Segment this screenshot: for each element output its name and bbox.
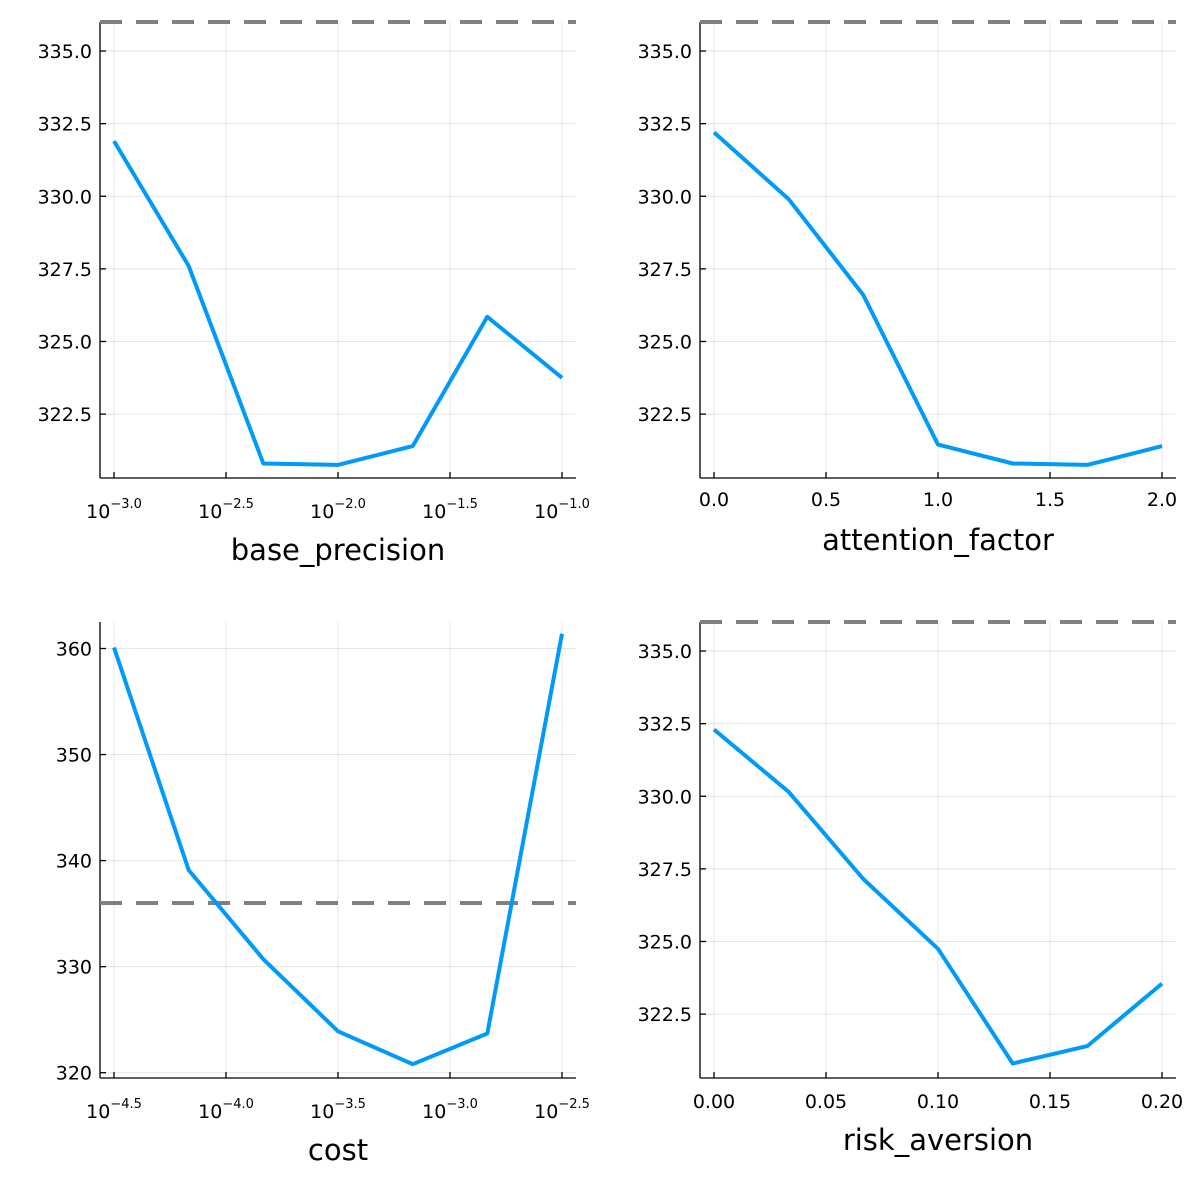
y-tick-label: 330.0 [638, 186, 692, 208]
x-tick-label: 0.00 [693, 1091, 735, 1113]
x-tick-label: 10−3.0 [422, 1097, 478, 1123]
x-tick-label: 0.15 [1029, 1091, 1071, 1113]
x-tick-label: 0.20 [1141, 1091, 1183, 1113]
x-tick-label: 10−4.0 [198, 1097, 254, 1123]
x-tick-label: 10−4.5 [86, 1097, 142, 1123]
x-tick-label: 10−2.5 [534, 1097, 590, 1123]
series-line [112, 633, 564, 1067]
x-tick-label: 0.5 [811, 489, 841, 511]
x-tick-label: 0.10 [917, 1091, 959, 1113]
x-tick-label: 10−2.5 [198, 497, 254, 523]
x-tick-label: 1.5 [1035, 489, 1065, 511]
subplot-4: 322.5 325.0 327.5 330.0 332.5 335.0 0.00 0.05 0.… [638, 620, 1183, 1157]
y-tick-label: 327.5 [638, 859, 692, 881]
y-tick-label: 340 [56, 851, 92, 873]
y-tick-label: 322.5 [638, 1004, 692, 1026]
y-tick-label: 327.5 [38, 259, 92, 281]
x-tick-label: 10−1.5 [422, 497, 478, 523]
series-line [712, 130, 1163, 467]
y-tick-label: 332.5 [38, 114, 92, 136]
y-tick-label: 320 [56, 1063, 92, 1085]
y-tick-label: 335.0 [638, 641, 692, 663]
y-tick-label: 335.0 [38, 41, 92, 63]
y-tick-label: 330.0 [38, 186, 92, 208]
x-tick-label: 10−3.5 [310, 1097, 366, 1123]
series-line [112, 140, 564, 467]
y-tick-label: 325.0 [638, 331, 692, 353]
x-tick-label: 10−2.0 [310, 497, 366, 523]
x-axis-label: attention_factor [822, 523, 1054, 557]
y-tick-label: 325.0 [38, 331, 92, 353]
x-tick-label: 10−1.0 [534, 497, 590, 523]
subplot-3: 320 330 340 350 360 10−4.5 10−4.0 10−3.5 10−3.0 1… [56, 622, 590, 1167]
x-tick-label: 0.05 [805, 1091, 847, 1113]
x-tick-label: 2.0 [1147, 489, 1177, 511]
subplot-1: 322.5 325.0 327.5 330.0 335.0 332.5 10−3.0 10−2… [38, 20, 590, 567]
y-tick-label: 335.0 [638, 41, 692, 63]
y-tick-label: 330 [56, 957, 92, 979]
x-tick-label: 1.0 [923, 489, 953, 511]
x-axis-label: cost [308, 1133, 368, 1167]
y-tick-label: 330.0 [638, 786, 692, 808]
y-tick-label: 327.5 [638, 259, 692, 281]
subplot-2: 322.5 325.0 327.5 330.0 332.5 335.0 0.0 0.5 1.0 1… [638, 20, 1177, 557]
y-tick-label: 350 [56, 745, 92, 767]
x-tick-label: 10−3.0 [86, 497, 142, 523]
x-tick-label: 0.0 [699, 489, 729, 511]
y-tick-label: 322.5 [38, 404, 92, 426]
y-tick-label: 332.5 [638, 114, 692, 136]
y-tick-label: 325.0 [638, 931, 692, 953]
series-line [712, 727, 1164, 1066]
y-tick-label: 322.5 [638, 404, 692, 426]
x-axis-label: base_precision [231, 533, 445, 567]
y-tick-label: 360 [56, 639, 92, 661]
y-tick-label: 332.5 [638, 714, 692, 736]
x-axis-label: risk_aversion [843, 1123, 1033, 1157]
